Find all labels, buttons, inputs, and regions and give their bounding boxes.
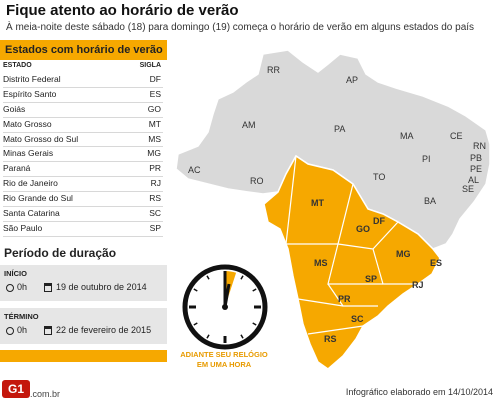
g1-logo-icon: G1 xyxy=(2,380,30,398)
end-date: 22 de fevereiro de 2015 xyxy=(44,325,151,335)
state-sigla: SP xyxy=(149,222,161,233)
g1-logo: G1 xyxy=(2,380,30,403)
start-date: 19 de outubro de 2014 xyxy=(44,282,147,292)
state-sigla: SC xyxy=(149,208,161,219)
label-am: AM xyxy=(242,120,256,130)
label-rj: RJ xyxy=(412,280,424,290)
end-box: TÉRMINO 0h 22 de fevereiro de 2015 xyxy=(0,308,167,344)
label-mt: MT xyxy=(311,198,324,208)
end-time: 0h xyxy=(6,325,27,335)
label-to: TO xyxy=(373,172,385,182)
clock-icon xyxy=(6,284,14,292)
label-es: ES xyxy=(430,258,442,268)
state-name: Rio de Janeiro xyxy=(3,178,58,189)
label-se: SE xyxy=(462,184,474,194)
label-pb: PB xyxy=(470,153,482,163)
state-name: Goiás xyxy=(3,103,26,114)
calendar-icon xyxy=(44,326,52,335)
label-rs: RS xyxy=(324,334,337,344)
clock-caption: ADIANTE SEU RELÓGIO EM UMA HORA xyxy=(180,350,268,369)
clock-icon xyxy=(6,327,14,335)
label-ma: MA xyxy=(400,131,414,141)
brazil-map: RR AP AM PA MA CE RN PB PE AL SE PI AC R… xyxy=(175,49,491,370)
column-header-state: ESTADO xyxy=(3,62,32,69)
table-row: Espírito Santo ES xyxy=(3,88,163,103)
page-title: Fique atento ao horário de verão xyxy=(6,2,239,19)
svg-text:G1: G1 xyxy=(8,382,24,396)
state-sigla: MG xyxy=(147,148,161,159)
states-table: Distrito Federal DF Espírito Santo ES Goiá… xyxy=(3,73,163,237)
period-title: Período de duração xyxy=(4,246,117,260)
state-name: Rio Grande do Sul xyxy=(3,193,73,204)
label-ac: AC xyxy=(188,165,201,175)
column-header-sigla: SIGLA xyxy=(139,62,161,69)
label-ap: AP xyxy=(346,75,358,85)
end-label: TÉRMINO xyxy=(4,312,39,321)
state-name: Espírito Santo xyxy=(3,88,57,99)
logo-domain: .com.br xyxy=(30,389,61,399)
state-name: Santa Catarina xyxy=(3,208,60,219)
label-rr: RR xyxy=(267,65,280,75)
start-label: INÍCIO xyxy=(4,269,27,278)
state-sigla: DF xyxy=(149,74,161,84)
label-al: AL xyxy=(468,175,479,185)
clock-icon xyxy=(182,264,268,350)
state-sigla: MS xyxy=(148,133,161,144)
table-row: Mato Grosso MT xyxy=(3,118,163,133)
state-name: Mato Grosso xyxy=(3,118,52,129)
footer-note: Infográfico elaborado em 14/10/2014 xyxy=(345,387,493,397)
label-df: DF xyxy=(373,216,385,226)
label-ce: CE xyxy=(450,131,463,141)
state-labels: RR AP AM PA MA CE RN PB PE AL SE PI AC R… xyxy=(188,65,486,344)
state-sigla: MT xyxy=(148,118,161,129)
label-ba: BA xyxy=(424,196,436,206)
table-row: Mato Grosso do Sul MS xyxy=(3,133,163,148)
table-row: Rio Grande do Sul RS xyxy=(3,192,163,208)
table-row: Paraná PR xyxy=(3,162,163,178)
page-subtitle: À meia-noite deste sábado (18) para domi… xyxy=(6,22,475,33)
label-sc: SC xyxy=(351,314,364,324)
table-title: Estados com horário de verão xyxy=(0,40,167,60)
table-row: Distrito Federal DF xyxy=(3,73,163,88)
state-name: Paraná xyxy=(3,163,31,174)
start-box: INÍCIO 0h 19 de outubro de 2014 xyxy=(0,265,167,301)
table-row: São Paulo SP xyxy=(3,222,163,237)
label-ms: MS xyxy=(314,258,328,268)
label-pa: PA xyxy=(334,124,345,134)
label-rn: RN xyxy=(473,141,486,151)
start-time: 0h xyxy=(6,282,27,292)
label-go: GO xyxy=(356,224,370,234)
state-borders xyxy=(285,155,418,335)
state-name: Mato Grosso do Sul xyxy=(3,133,79,144)
state-sigla: GO xyxy=(147,103,161,114)
state-name: Distrito Federal xyxy=(3,74,61,84)
label-mg: MG xyxy=(396,249,411,259)
label-pr: PR xyxy=(338,294,351,304)
state-sigla: RS xyxy=(149,193,161,204)
state-name: Minas Gerais xyxy=(3,148,54,159)
table-row: Goiás GO xyxy=(3,103,163,118)
table-row: Minas Gerais MG xyxy=(3,147,163,163)
calendar-icon xyxy=(44,283,52,292)
state-sigla: ES xyxy=(149,88,161,99)
state-sigla: RJ xyxy=(150,178,161,189)
table-row: Santa Catarina SC xyxy=(3,207,163,222)
label-ro: RO xyxy=(250,176,264,186)
state-sigla: PR xyxy=(149,163,161,174)
state-name: São Paulo xyxy=(3,222,43,233)
orange-bar xyxy=(0,350,167,362)
label-pe: PE xyxy=(470,164,482,174)
label-pi: PI xyxy=(422,154,431,164)
table-row: Rio de Janeiro RJ xyxy=(3,177,163,193)
label-sp: SP xyxy=(365,274,377,284)
table-column-headers: ESTADO SIGLA xyxy=(3,62,163,69)
